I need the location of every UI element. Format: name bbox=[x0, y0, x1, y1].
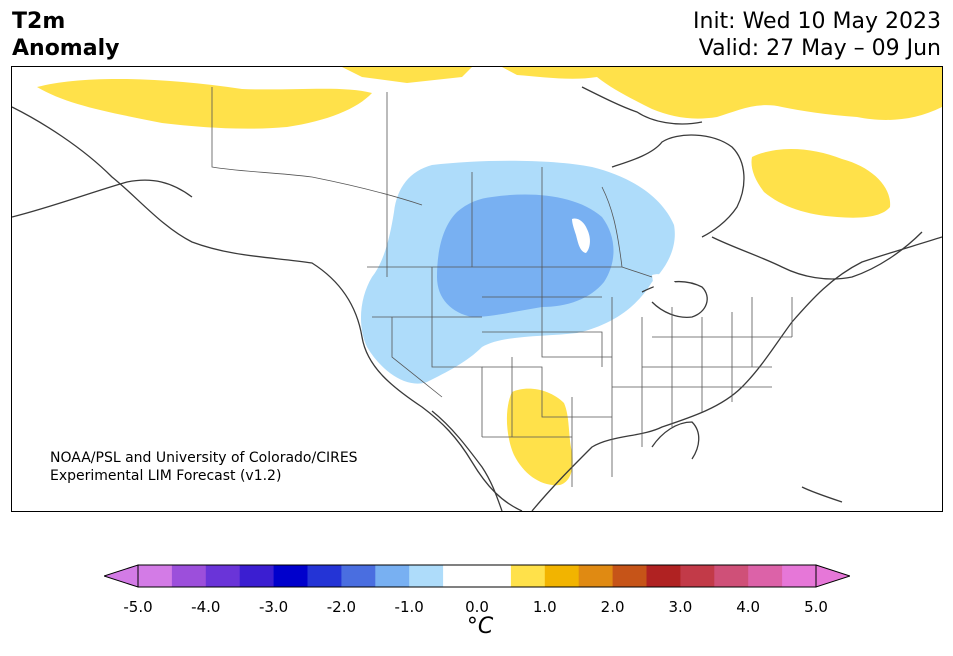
colorbar-bin bbox=[578, 565, 614, 587]
title-left: T2m Anomaly bbox=[12, 8, 119, 62]
colorbar-bin bbox=[409, 565, 444, 587]
colorbar-tick-label: -3.0 bbox=[258, 598, 289, 616]
title-right: Init: Wed 10 May 2023 Valid: 27 May – 09… bbox=[693, 8, 941, 62]
map-panel: NOAA/PSL and University of Colorado/CIRE… bbox=[11, 66, 943, 512]
colorbar-tick-label: -4.0 bbox=[191, 598, 221, 616]
colorbar-tick-label: 5.0 bbox=[804, 598, 828, 616]
warm-anomaly-arctic bbox=[342, 67, 472, 83]
variable-label: T2m bbox=[12, 9, 66, 34]
colorbar-bin bbox=[341, 565, 376, 587]
credit-text: NOAA/PSL and University of Colorado/CIRE… bbox=[50, 449, 358, 485]
colorbar-tick-label: 0.0 bbox=[465, 598, 489, 616]
colorbar-bin bbox=[477, 565, 512, 587]
valid-range: Valid: 27 May – 09 Jun bbox=[698, 36, 941, 61]
colorbar-tick-label: 4.0 bbox=[736, 598, 761, 616]
colorbar-bin bbox=[205, 565, 241, 587]
colorbar-tick-label: -2.0 bbox=[326, 598, 357, 616]
credit-line-1: NOAA/PSL and University of Colorado/CIRE… bbox=[50, 450, 358, 466]
colorbar-bin bbox=[782, 565, 817, 587]
colorbar-bin bbox=[748, 565, 783, 587]
colorbar-unit: °C bbox=[466, 614, 494, 639]
colorbar-bin bbox=[544, 565, 580, 587]
colorbar-bin bbox=[646, 565, 681, 587]
lakes bbox=[572, 218, 692, 306]
colorbar-tick-label: 1.0 bbox=[532, 598, 557, 616]
colorbar-tick-label: -5.0 bbox=[123, 598, 153, 616]
colorbar-outline bbox=[137, 564, 817, 588]
cool-anomaly-medium bbox=[437, 194, 614, 317]
colorbar-extend-max bbox=[815, 564, 850, 588]
warm-anomaly-quebec bbox=[751, 148, 891, 218]
political-boundaries bbox=[211, 87, 793, 487]
colorbar-bin bbox=[680, 565, 715, 587]
field-label: Anomaly bbox=[12, 36, 120, 61]
warm-anomaly-alaska bbox=[37, 78, 372, 129]
colorbar-bin bbox=[375, 565, 410, 587]
colorbar-tick-label: -1.0 bbox=[394, 598, 424, 616]
colorbar-extend-min bbox=[104, 564, 139, 588]
colorbar-bin bbox=[307, 565, 342, 587]
colorbar bbox=[104, 564, 850, 588]
coastlines bbox=[12, 86, 942, 511]
colorbar-bin bbox=[239, 565, 275, 587]
init-date: Init: Wed 10 May 2023 bbox=[693, 9, 941, 34]
colorbar-bins bbox=[138, 565, 817, 587]
colorbar-bin bbox=[612, 565, 647, 587]
colorbar-bin bbox=[714, 565, 749, 587]
map-svg bbox=[12, 67, 942, 511]
colorbar-tick-label: 2.0 bbox=[600, 598, 625, 616]
colorbar-bin bbox=[510, 565, 546, 587]
credit-line-2: Experimental LIM Forecast (v1.2) bbox=[50, 468, 282, 484]
colorbar-bin bbox=[273, 565, 308, 587]
colorbar-tick-label: 3.0 bbox=[668, 598, 693, 616]
colorbar-bin bbox=[171, 565, 207, 587]
colorbar-bin bbox=[443, 565, 478, 587]
warm-anomaly-arctic-east bbox=[502, 67, 942, 120]
colorbar-bin bbox=[138, 565, 173, 587]
